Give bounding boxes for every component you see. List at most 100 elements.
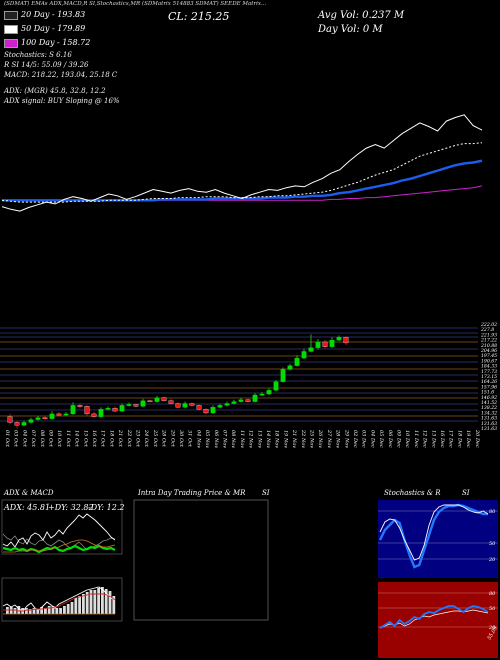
adx-trend-line	[3, 539, 116, 553]
macd-histogram-bar	[36, 609, 40, 614]
candle-body	[161, 397, 167, 401]
price-tick-label: 164.26	[481, 379, 497, 385]
date-tick-label: 21 Nov	[291, 429, 297, 448]
price-tick-label: 184.33	[481, 364, 497, 370]
date-tick-label: 08 Nov	[230, 430, 236, 448]
price-tick-label: 131.63	[481, 421, 497, 427]
price-tick-label: 177.73	[481, 369, 497, 375]
candle-body	[63, 413, 69, 416]
date-tick-label: 23 Oct	[135, 429, 141, 448]
candle-body	[336, 337, 342, 341]
price-tick-label: 197.45	[481, 353, 497, 359]
date-tick-label: 03 Oct	[13, 430, 19, 448]
legend-ema50: 50 Day - 179.89	[4, 24, 85, 34]
macd-line	[2, 586, 116, 612]
date-tick-label: 06 Dec	[387, 430, 393, 448]
macd-histogram-bar	[59, 608, 62, 614]
candle-body	[98, 409, 104, 417]
candle-body	[49, 413, 55, 419]
date-tick-label: 22 Nov	[300, 429, 306, 448]
date-tick-label: 06 Nov	[213, 430, 219, 448]
price-tick-label: 138.22	[481, 405, 497, 411]
date-tick-label: 04 Oct	[21, 430, 27, 448]
candle-body	[126, 404, 132, 406]
price-tick-label: 222.02	[480, 322, 497, 328]
date-tick-label: 09 Dec	[396, 430, 402, 448]
ema50-swatch	[4, 24, 18, 34]
date-tick-label: 04 Nov	[195, 430, 201, 448]
date-tick-label: 29 Nov	[343, 429, 349, 448]
date-tick-label: 25 Oct	[152, 429, 158, 448]
price-tick-label: 157.96	[481, 384, 497, 390]
date-tick-label: 12 Dec	[422, 430, 428, 448]
candle-body	[224, 403, 230, 406]
macd-histogram-bar	[17, 606, 21, 614]
date-tick-label: 16 Dec	[439, 430, 445, 448]
date-tick-label: 31 Oct	[187, 430, 193, 448]
candle-body	[28, 419, 34, 423]
date-tick-label: 30 Oct	[178, 430, 184, 448]
rsi-line	[379, 605, 489, 629]
date-tick-label: 18 Nov	[274, 430, 280, 448]
date-tick-label: 14 Oct	[74, 430, 80, 448]
candle-body	[287, 365, 293, 370]
candle-body	[196, 405, 202, 410]
intraday-pane-frame	[133, 499, 269, 621]
date-tick-label: 14 Nov	[265, 430, 271, 448]
candle-body	[189, 403, 195, 406]
price-tick-label: 131.63	[481, 426, 497, 432]
candle-body	[301, 351, 307, 359]
macd-pane-frame	[1, 577, 123, 622]
macd-histogram-bar	[82, 594, 85, 614]
date-tick-label: 19 Dec	[465, 430, 471, 448]
macd-histogram-bar	[104, 589, 108, 614]
series-line-ema-20	[1, 142, 483, 203]
candle-body	[77, 405, 83, 407]
date-tick-label: 08 Oct	[39, 430, 45, 448]
date-tick-label: 07 Nov	[222, 430, 228, 448]
candle-body	[105, 408, 111, 410]
candle-body	[245, 399, 251, 402]
date-tick-label: 11 Nov	[239, 430, 245, 448]
macd-histogram-bar	[13, 608, 17, 614]
macd-histogram-bar	[63, 606, 66, 614]
candle-body	[112, 408, 118, 412]
macd-histogram-bar	[108, 591, 112, 614]
candle-body	[14, 422, 20, 426]
candle-body	[266, 390, 272, 395]
legend-ema100: 100 Day - 158.72	[4, 38, 90, 48]
candle-body	[231, 401, 237, 404]
macd-histogram-bar	[93, 590, 97, 614]
candle-body	[259, 393, 265, 396]
price-tick-label: 134.32	[481, 410, 497, 416]
macd-histogram-bar	[40, 607, 43, 614]
date-tick-label: 11 Oct	[65, 430, 71, 448]
macd-histogram-bar	[89, 590, 93, 614]
candle-body	[343, 337, 349, 344]
candle-body	[7, 416, 13, 423]
close-price: CL: 215.25	[168, 10, 230, 23]
date-tick-label: 05 Dec	[378, 430, 384, 448]
candle-body	[280, 369, 286, 382]
date-tick-label: 29 Oct	[169, 429, 175, 448]
legend-ema20: 20 Day - 193.83	[4, 10, 85, 20]
date-tick-label: 13 Dec	[430, 430, 436, 448]
candle-body	[84, 406, 90, 415]
rsi-tick-label: 20	[488, 625, 496, 631]
candle-body	[210, 407, 216, 414]
date-tick-label: 05 Nov	[204, 430, 210, 448]
adx-line	[2, 513, 116, 548]
date-tick-label: 18 Oct	[108, 430, 114, 448]
stoch-tick-label: 20	[488, 557, 496, 563]
stoch-tick-label: 50	[489, 541, 496, 547]
stoch-pane-title: Stochastics & R	[384, 489, 441, 497]
candle-body	[182, 403, 188, 408]
date-tick-label: 17 Oct	[100, 430, 106, 448]
adx-signal-readout: ADX signal: BUY Sloping @ 16%	[4, 97, 120, 105]
rsi-pane-bg	[378, 582, 498, 658]
macd-histogram-bar	[47, 606, 51, 614]
rsi-readout: R SI 14/5: 55.09 / 39.26	[4, 61, 89, 69]
price-tick-label: 131.63	[481, 416, 497, 422]
stoch-pane-title-si: SI	[462, 489, 470, 497]
date-tick-label: 17 Dec	[448, 430, 454, 448]
